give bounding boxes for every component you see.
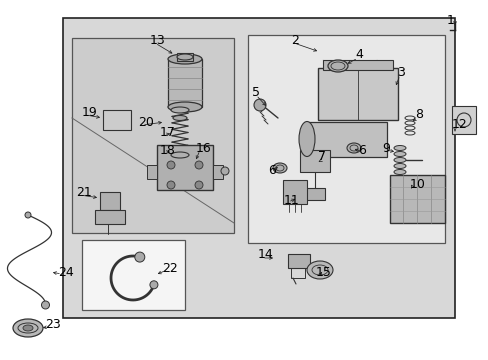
Ellipse shape	[393, 163, 405, 168]
Text: 6: 6	[267, 163, 275, 176]
Bar	[177, 53, 193, 61]
Ellipse shape	[13, 319, 43, 337]
Bar	[168, 59, 202, 107]
Text: 9: 9	[381, 141, 389, 154]
Bar	[323, 60, 392, 70]
Text: 22: 22	[162, 261, 177, 274]
Bar	[306, 122, 386, 157]
Text: 24: 24	[58, 266, 74, 279]
Ellipse shape	[168, 102, 202, 112]
Bar	[213, 165, 223, 179]
Bar	[72, 38, 234, 233]
Circle shape	[221, 167, 228, 175]
Bar	[100, 192, 120, 210]
Text: 4: 4	[354, 49, 362, 62]
Text: 11: 11	[284, 194, 299, 207]
Text: 2: 2	[290, 33, 298, 46]
Text: 20: 20	[138, 116, 154, 129]
Circle shape	[195, 161, 203, 169]
Bar	[95, 210, 125, 224]
Ellipse shape	[393, 158, 405, 162]
Circle shape	[135, 252, 144, 262]
Bar	[103, 110, 131, 130]
Bar	[299, 150, 329, 172]
Circle shape	[195, 181, 203, 189]
Text: 6: 6	[357, 144, 365, 157]
Text: 19: 19	[82, 105, 98, 118]
Text: 10: 10	[409, 179, 425, 192]
Text: 23: 23	[45, 319, 61, 332]
Text: 1: 1	[446, 13, 454, 27]
Circle shape	[25, 212, 31, 218]
Bar	[283, 180, 306, 204]
Ellipse shape	[168, 54, 202, 64]
Bar	[82, 240, 184, 310]
Text: 16: 16	[196, 141, 211, 154]
Bar	[157, 145, 213, 190]
Text: 7: 7	[317, 150, 325, 163]
Bar	[147, 165, 157, 179]
Bar	[63, 18, 454, 318]
Ellipse shape	[177, 54, 193, 60]
Ellipse shape	[173, 116, 186, 121]
Text: 13: 13	[150, 33, 165, 46]
Bar	[389, 175, 444, 223]
Bar	[290, 268, 305, 278]
Ellipse shape	[393, 145, 405, 150]
Bar	[317, 68, 397, 120]
Bar	[247, 35, 444, 243]
Ellipse shape	[393, 170, 405, 175]
Circle shape	[167, 181, 175, 189]
Text: 12: 12	[451, 118, 467, 131]
Ellipse shape	[346, 143, 360, 153]
Text: 3: 3	[396, 66, 404, 78]
Circle shape	[41, 301, 49, 309]
Circle shape	[150, 281, 158, 289]
Text: 17: 17	[160, 126, 176, 139]
Text: 18: 18	[160, 144, 176, 157]
Ellipse shape	[306, 261, 332, 279]
Text: 8: 8	[414, 108, 422, 122]
Circle shape	[253, 99, 265, 111]
Bar	[287, 254, 309, 268]
Ellipse shape	[171, 152, 189, 158]
Text: 14: 14	[258, 248, 273, 261]
Bar	[305, 188, 325, 200]
Bar	[451, 106, 475, 134]
Ellipse shape	[171, 107, 189, 113]
Text: 5: 5	[251, 85, 260, 99]
Ellipse shape	[393, 152, 405, 157]
Circle shape	[167, 161, 175, 169]
Ellipse shape	[298, 122, 314, 157]
Ellipse shape	[23, 325, 33, 331]
Text: 15: 15	[315, 266, 331, 279]
Ellipse shape	[327, 60, 347, 72]
Ellipse shape	[272, 163, 286, 173]
Text: 21: 21	[76, 185, 92, 198]
